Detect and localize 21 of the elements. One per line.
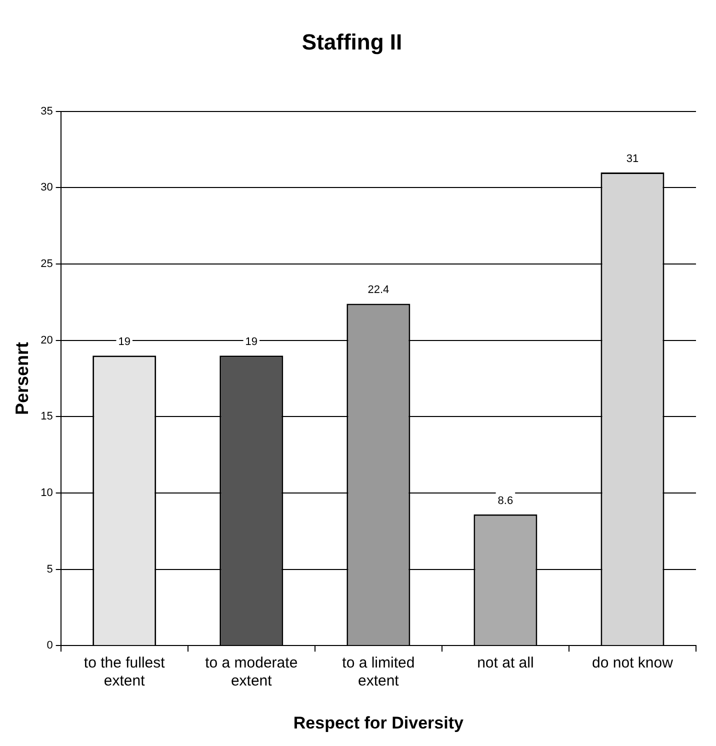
x-axis-title: Respect for Diversity	[293, 713, 464, 732]
y-tick-label: 20	[40, 334, 53, 346]
y-tick-label: 0	[46, 640, 53, 652]
chart-title: Staffing II	[302, 29, 402, 54]
y-tick-label: 30	[40, 182, 53, 194]
y-tick-label: 25	[40, 258, 53, 270]
y-tick-label: 5	[46, 563, 53, 576]
data-label: 19	[245, 336, 258, 348]
x-tick-label: to a moderate extent	[205, 654, 298, 690]
x-tick-label: not at all	[477, 654, 534, 672]
x-tick-label: do not know	[592, 654, 674, 672]
x-tick-label: to the fullest extent	[84, 654, 166, 690]
data-label: 31	[626, 152, 639, 165]
data-label: 19	[118, 336, 130, 348]
data-label: 8.6	[498, 494, 514, 507]
data-label: 22.4	[368, 284, 390, 296]
x-tick-label: to a limited extent	[342, 654, 415, 690]
y-tick-label: 15	[40, 410, 53, 423]
y-axis-title: Persenrt	[12, 342, 32, 416]
y-tick-label: 35	[40, 105, 53, 118]
y-tick-label: 10	[40, 487, 53, 500]
